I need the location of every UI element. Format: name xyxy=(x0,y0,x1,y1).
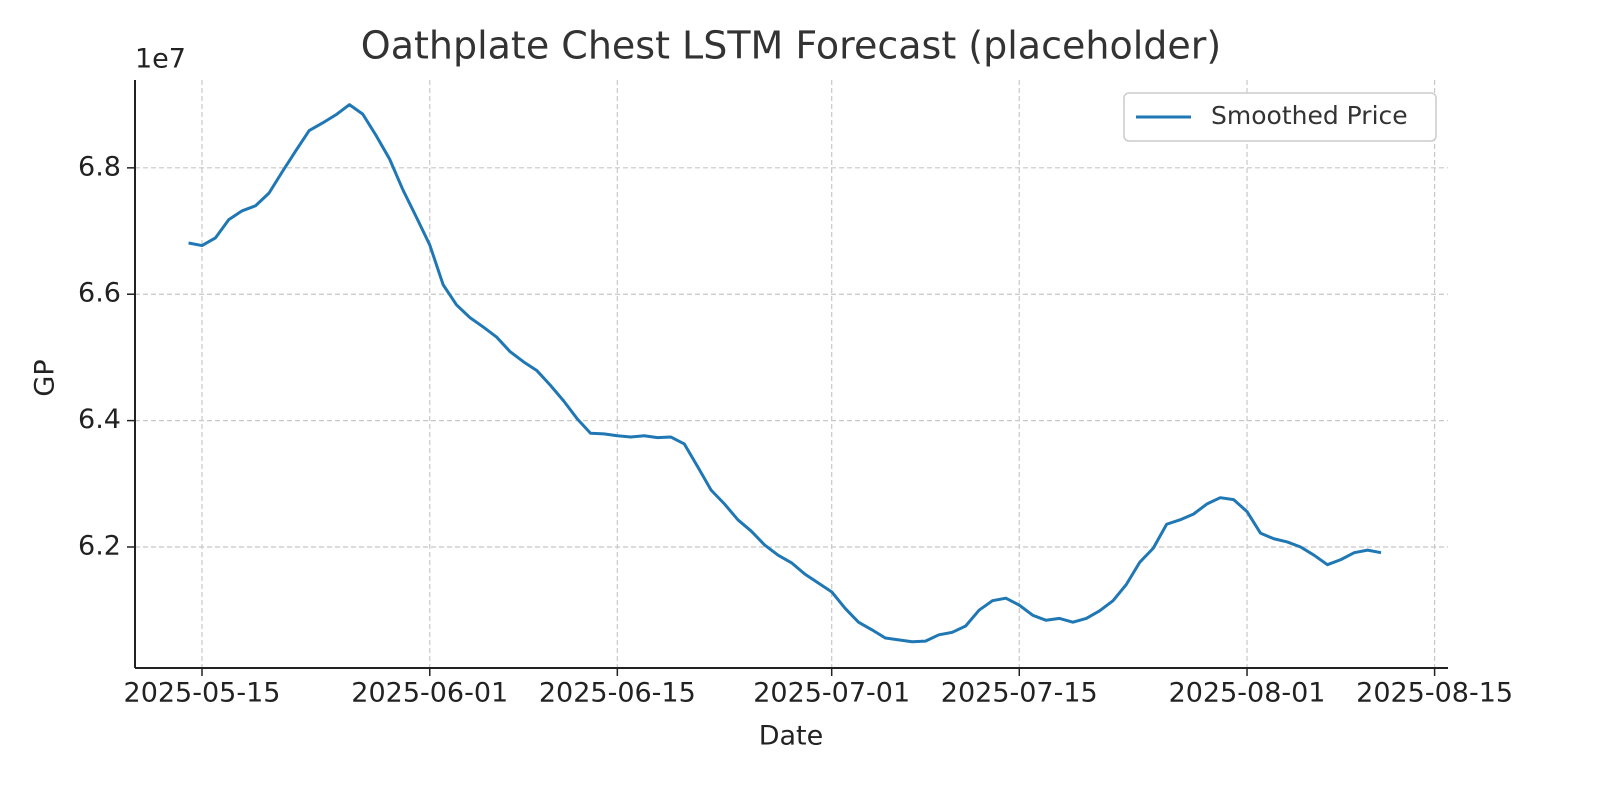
x-tick-label: 2025-06-01 xyxy=(351,678,508,709)
data-line xyxy=(188,103,1382,644)
y-tick-label: 6.6 xyxy=(78,278,121,309)
legend: Smoothed Price xyxy=(1123,92,1437,142)
y-tick-label: 6.8 xyxy=(78,151,121,182)
y-offset-label: 1e7 xyxy=(135,44,186,75)
x-tick-label: 2025-08-15 xyxy=(1356,678,1513,709)
y-tick-label: 6.2 xyxy=(78,530,121,561)
x-tick-label: 2025-07-15 xyxy=(941,678,1098,709)
x-tick-label: 2025-05-15 xyxy=(124,678,281,709)
legend-box xyxy=(1123,92,1437,142)
x-tick-label: 2025-06-15 xyxy=(539,678,696,709)
x-tick-label: 2025-07-01 xyxy=(753,678,910,709)
y-axis-label: GP xyxy=(30,359,61,396)
x-axis-label: Date xyxy=(759,721,824,752)
chart-title: Oathplate Chest LSTM Forecast (placehold… xyxy=(361,24,1221,68)
x-tick-label: 2025-08-01 xyxy=(1169,678,1326,709)
plot-area: 6.2 6.4 6.6 6.8 2025-05-15 2025-06-01 2025-06-… xyxy=(78,80,1513,709)
y-tick-label: 6.4 xyxy=(78,404,121,435)
legend-label: Smoothed Price xyxy=(1211,101,1408,130)
